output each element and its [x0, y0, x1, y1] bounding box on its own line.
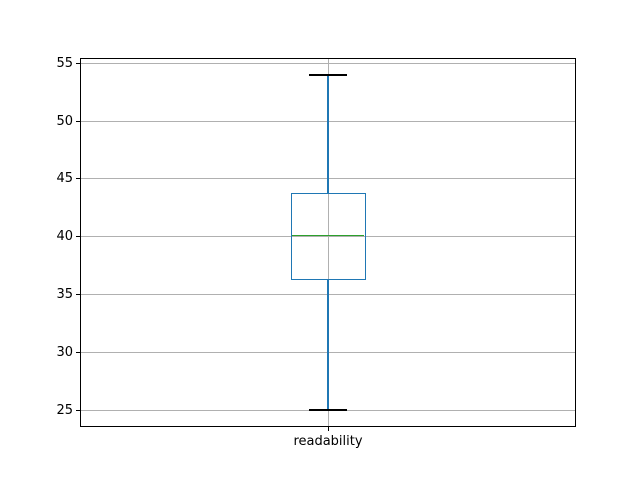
x-tick-label: readability: [293, 434, 363, 449]
y-tick-mark: [76, 236, 80, 238]
cap-upper: [309, 73, 347, 76]
y-tick-mark: [76, 120, 80, 122]
y-tick-mark: [76, 351, 80, 353]
y-tick-label: 55: [56, 55, 73, 71]
y-tick-label: 40: [56, 229, 73, 245]
cap-lower: [309, 409, 347, 412]
y-tick-mark: [76, 178, 80, 180]
y-tick-label: 35: [56, 287, 73, 303]
whisker-upper: [327, 74, 329, 194]
gridline-x-readability: [327, 59, 329, 426]
y-tick-label: 30: [56, 344, 73, 360]
box: [290, 193, 366, 281]
whisker-lower: [327, 280, 329, 411]
plot-area: [80, 58, 576, 427]
y-tick-label: 25: [56, 402, 73, 418]
y-tick-mark: [76, 409, 80, 411]
y-tick-label: 45: [56, 171, 73, 187]
median-line: [292, 234, 364, 237]
x-tick-mark: [327, 427, 329, 431]
y-tick-mark: [76, 62, 80, 64]
y-tick-mark: [76, 294, 80, 296]
y-tick-label: 50: [56, 113, 73, 129]
